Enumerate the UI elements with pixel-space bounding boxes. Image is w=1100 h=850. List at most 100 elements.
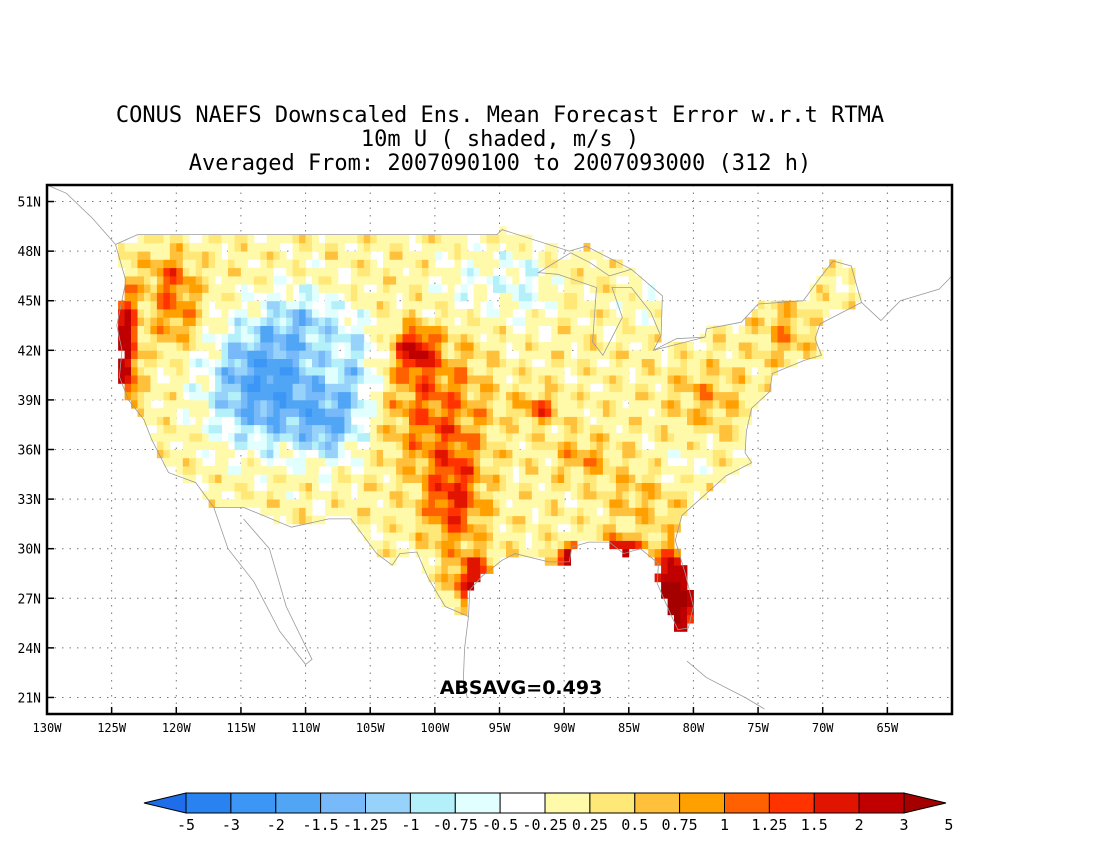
error-cell xyxy=(615,317,623,326)
error-cell xyxy=(221,358,229,368)
error-cell xyxy=(577,267,584,277)
error-cell xyxy=(648,416,656,426)
error-cell xyxy=(518,523,526,533)
error-cell xyxy=(189,284,197,293)
error-cell xyxy=(150,267,158,277)
error-cell xyxy=(512,234,520,244)
error-cell xyxy=(202,267,209,277)
error-cell xyxy=(654,482,662,492)
error-cell xyxy=(628,449,636,459)
error-cell xyxy=(195,325,203,335)
error-cell xyxy=(538,366,546,376)
error-cell xyxy=(699,399,707,409)
error-cell xyxy=(525,366,533,376)
error-cell xyxy=(402,284,410,293)
error-cell xyxy=(228,275,235,285)
error-cell xyxy=(577,449,584,459)
error-cell xyxy=(150,292,158,302)
error-cell xyxy=(402,275,410,285)
error-cell xyxy=(415,358,423,368)
error-cell xyxy=(396,548,403,558)
error-cell xyxy=(350,300,358,310)
error-cell xyxy=(506,457,513,467)
error-cell xyxy=(531,523,539,533)
error-cell xyxy=(719,350,727,359)
error-cell xyxy=(182,242,190,252)
error-cell xyxy=(602,441,610,450)
error-cell xyxy=(570,424,578,434)
error-cell xyxy=(538,275,546,285)
maritimes-coast xyxy=(861,275,953,322)
error-cell xyxy=(150,325,158,335)
error-cell xyxy=(137,342,145,351)
error-cell xyxy=(156,333,164,343)
error-cell xyxy=(176,433,184,442)
error-cell xyxy=(260,490,268,500)
error-cell xyxy=(389,507,397,517)
error-cell xyxy=(499,482,507,492)
error-cell xyxy=(661,573,668,583)
error-cell xyxy=(641,482,649,492)
error-cell xyxy=(286,499,294,508)
error-cell xyxy=(305,300,313,310)
error-cell xyxy=(622,490,630,500)
error-cell xyxy=(195,391,203,401)
error-cell xyxy=(370,275,378,285)
error-cell xyxy=(693,399,701,409)
error-cell xyxy=(409,482,416,492)
error-cell xyxy=(441,267,449,277)
error-cell xyxy=(363,457,371,467)
error-cell xyxy=(415,267,423,277)
error-cell xyxy=(396,474,403,483)
error-cell xyxy=(577,309,584,318)
error-cell xyxy=(415,408,423,417)
error-cell xyxy=(570,408,578,417)
error-cell xyxy=(215,242,222,252)
error-cell xyxy=(661,548,668,558)
error-cell xyxy=(803,309,811,318)
error-cell xyxy=(434,375,442,384)
error-cell xyxy=(312,391,319,401)
error-cell xyxy=(169,325,177,335)
error-cell xyxy=(124,242,132,252)
error-cell xyxy=(428,424,436,434)
error-cell xyxy=(447,433,455,442)
error-cell xyxy=(635,466,643,475)
error-cell xyxy=(383,449,390,459)
error-cell xyxy=(454,590,462,599)
error-cell xyxy=(590,532,597,541)
error-cell xyxy=(273,275,281,285)
error-cell xyxy=(596,292,604,302)
error-cell xyxy=(409,275,416,285)
error-cell xyxy=(396,375,403,384)
error-cell xyxy=(402,300,410,310)
error-cell xyxy=(421,399,429,409)
error-cell xyxy=(402,333,410,343)
error-cell xyxy=(441,416,449,426)
error-cell xyxy=(667,342,675,351)
error-cell xyxy=(460,333,468,343)
error-cell xyxy=(279,424,287,434)
error-cell xyxy=(421,391,429,401)
error-cell xyxy=(421,259,429,269)
error-cell xyxy=(583,515,591,525)
error-cell xyxy=(667,441,675,450)
error-cell xyxy=(350,284,358,293)
error-cell xyxy=(719,441,727,450)
error-cell xyxy=(357,333,365,343)
error-cell xyxy=(609,292,617,302)
error-cell xyxy=(163,309,171,318)
error-cell xyxy=(738,441,746,450)
error-cell xyxy=(667,523,675,533)
error-cell xyxy=(144,242,151,252)
error-cell xyxy=(415,251,423,260)
error-cell xyxy=(124,366,132,376)
error-cell xyxy=(771,350,778,359)
error-cell xyxy=(434,433,442,442)
error-cell xyxy=(635,507,643,517)
error-cell xyxy=(628,275,636,285)
colorbar-label: 1 xyxy=(720,816,729,834)
error-cell xyxy=(506,490,513,500)
colorbar-label: 0.75 xyxy=(662,816,698,834)
error-cell xyxy=(131,358,138,368)
